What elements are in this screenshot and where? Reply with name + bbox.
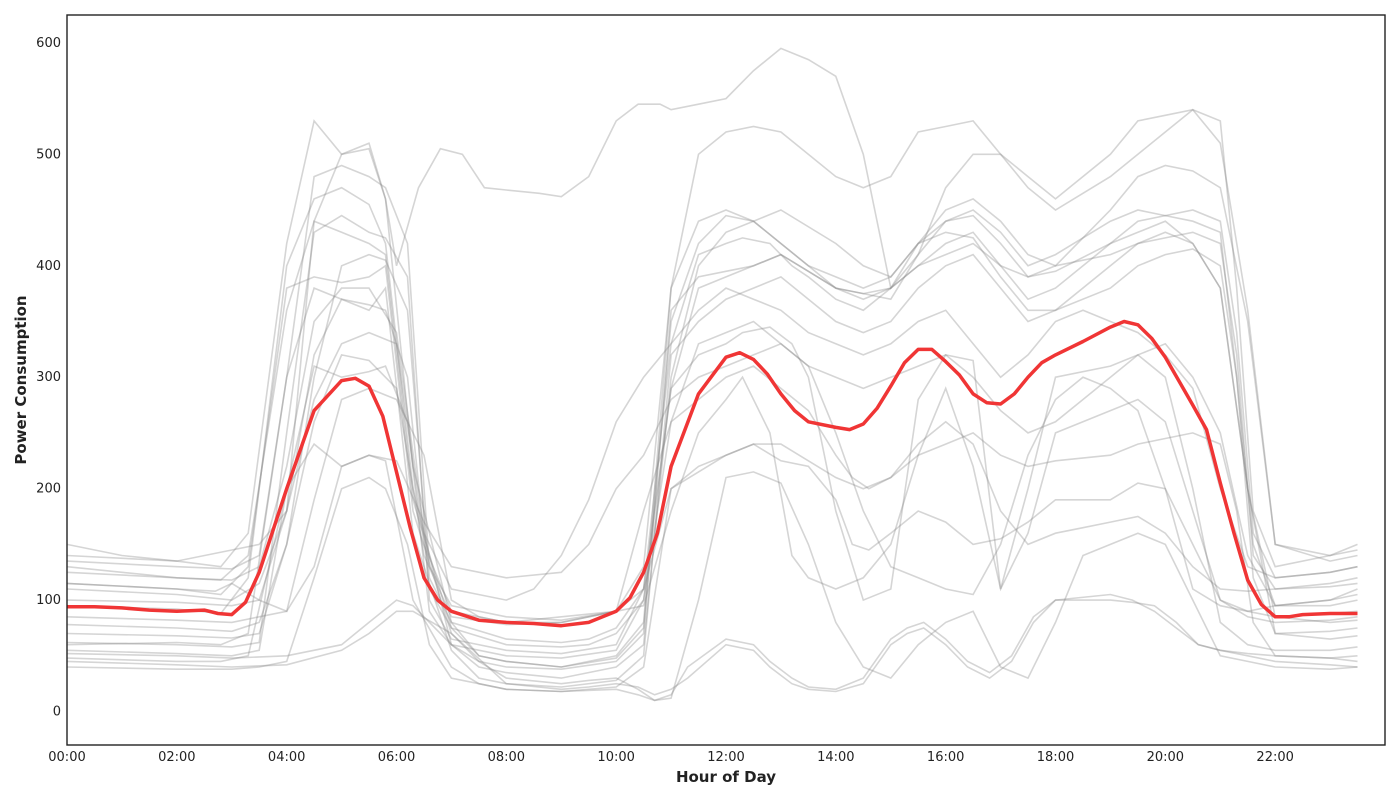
y-tick-label: 300	[36, 370, 61, 385]
profile-line-04	[66, 248, 1358, 688]
profile-line-07	[66, 47, 1358, 562]
average-line	[67, 319, 1358, 628]
profile-line-05	[66, 209, 1358, 668]
profile-line-10	[66, 331, 1358, 624]
average-line-group	[67, 319, 1358, 628]
plot-frame	[66, 14, 1386, 746]
x-tick-label: 02:00	[158, 750, 195, 765]
profile-line-06	[66, 431, 1358, 693]
profile-line-20	[66, 164, 1358, 622]
x-tick-label: 22:00	[1256, 750, 1293, 765]
profile-line-01	[66, 186, 1358, 679]
x-axis-ticks: 00:00 02:00 04:00 06:00 08:00 10:00 12:00 14:00…	[48, 750, 1294, 765]
y-tick-label: 600	[36, 36, 61, 51]
y-tick-label: 500	[36, 147, 61, 162]
x-tick-label: 00:00	[48, 750, 85, 765]
x-tick-label: 20:00	[1147, 750, 1184, 765]
x-tick-label: 06:00	[378, 750, 415, 765]
profile-line-13	[66, 353, 1358, 633]
y-axis-title: Power Consumption	[12, 295, 30, 464]
y-tick-label: 0	[53, 705, 61, 720]
y-tick-label: 400	[36, 259, 61, 274]
y-tick-label: 200	[36, 482, 61, 497]
x-tick-label: 18:00	[1037, 750, 1074, 765]
x-tick-label: 12:00	[707, 750, 744, 765]
profile-line-11	[66, 342, 1358, 624]
profile-line-08	[66, 599, 1358, 696]
x-tick-label: 10:00	[597, 750, 634, 765]
x-axis-title: Hour of Day	[676, 768, 776, 786]
profile-line-09	[66, 593, 1358, 702]
x-tick-label: 04:00	[268, 750, 305, 765]
profile-line-03	[66, 231, 1358, 671]
y-tick-label: 100	[36, 593, 61, 608]
profile-line-15	[66, 220, 1358, 644]
profile-line-12	[66, 287, 1358, 601]
profile-line-18	[66, 214, 1358, 655]
x-tick-label: 14:00	[817, 750, 854, 765]
profile-line-02	[66, 108, 1358, 668]
y-axis-ticks: 0 100 200 300 400 500 600	[36, 36, 61, 720]
x-tick-label: 16:00	[927, 750, 964, 765]
profile-lines-group	[66, 47, 1358, 702]
profile-line-14	[66, 298, 1358, 648]
profile-line-16	[66, 471, 1358, 702]
profile-line-19	[66, 365, 1358, 624]
x-tick-label: 08:00	[488, 750, 525, 765]
profile-line-17	[66, 326, 1358, 659]
